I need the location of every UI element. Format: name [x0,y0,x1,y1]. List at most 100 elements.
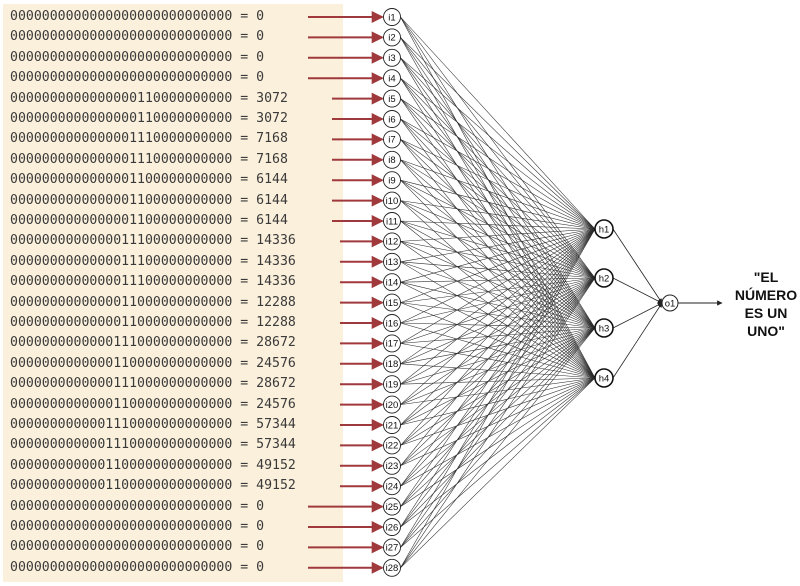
binary-row: 0000000000000000000000000000 = 0 [10,519,265,534]
edge-i4-h1 [400,77,596,230]
binary-row: 0000000000000110000000000000 = 24576 [10,355,296,371]
edge-i16-h3 [400,322,596,329]
edge-i5-h1 [400,98,596,230]
input-node-i14 [383,273,401,292]
binary-row: 0000000000000111000000000000 = 28672 [10,335,296,351]
edge-i17-h1 [400,228,596,344]
edge-i28-h3 [400,327,596,568]
edge-i2-h3 [400,37,596,329]
edge-i3-h3 [400,57,596,329]
edge-i20-h1 [400,228,596,405]
edge-i1-h2 [400,16,596,279]
input-node-i27 [383,538,401,557]
edge-i8-h1 [400,159,596,230]
input-node-i12 [383,232,401,251]
input-node-i19 [383,375,401,394]
hidden-node-label: h1 [599,225,610,236]
input-node-label: i20 [386,400,399,411]
edge-h2-o1 [612,277,663,304]
input-node-i26 [383,518,401,536]
edge-i22-h3 [400,327,596,446]
binary-row: 0000000000000011100000000000 = 14336 [10,253,296,269]
edge-i20-h2 [400,277,596,405]
edge-i4-h3 [400,78,596,329]
edge-i24-h3 [400,327,596,487]
input-node-i16 [383,314,401,332]
edge-i28-h1 [400,228,596,568]
input-node-i25 [383,497,401,516]
input-node-label: i24 [386,482,399,493]
binary-input-panel [3,4,343,582]
binary-row: 0000000000001100000000000000 = 49152 [10,478,296,494]
input-node-label: i22 [386,441,399,452]
input-node-label: i21 [386,420,399,431]
edge-i21-h1 [400,228,596,426]
edge-i11-h3 [400,220,596,329]
edge-i18-h3 [400,327,596,365]
edge-i19-h1 [400,228,596,385]
input-node-label: i6 [388,114,395,125]
binary-row: 0000000000000110000000000000 = 24576 [10,396,296,412]
edge-i26-h1 [400,228,596,528]
input-node-i20 [383,395,401,414]
edge-i7-h1 [400,139,596,230]
edge-i23-h2 [400,277,596,466]
edge-i27-h2 [400,277,596,548]
edge-i9-h1 [400,179,596,230]
edge-i13-h4 [400,261,596,379]
input-node-i2 [383,28,401,47]
input-hidden-edges [400,16,596,568]
edge-i27-h1 [400,228,596,548]
edge-i1-h3 [400,16,596,329]
input-node-label: i26 [386,522,399,533]
edge-i2-h1 [400,37,596,230]
edge-i25-h4 [400,377,596,507]
input-node-i10 [383,191,401,210]
edge-i15-h1 [400,228,596,303]
edge-i24-h2 [400,277,596,487]
binary-row: 0000000000000001100000000000 = 6144 [10,213,288,228]
binary-row: 0000000000000000000000000000 = 0 [10,29,265,45]
binary-row: 0000000000001110000000000000 = 57344 [10,417,296,432]
edge-i7-h4 [400,139,596,379]
edge-i7-h2 [400,139,596,279]
edge-i19-h4 [400,377,596,385]
edge-i18-h1 [400,228,596,365]
input-node-i6 [383,110,401,128]
edge-i28-h4 [400,377,596,568]
binary-row: 0000000000000011000000000000 = 12288 [10,315,296,330]
binary-row: 0000000000000000000000000000 = 0 [10,498,265,514]
edge-i10-h3 [400,200,596,329]
binary-row: 0000000000001100000000000000 = 49152 [10,457,296,473]
input-node-i5 [383,89,401,108]
input-node-label: i25 [386,502,399,513]
hidden-node-label: h2 [599,274,610,285]
edge-i10-h1 [400,200,596,230]
binary-row: 0000000000000111000000000000 = 28672 [10,376,296,392]
edge-i19-h2 [400,277,596,385]
input-node-label: i15 [386,298,399,309]
binary-row: 0000000000000000000000000000 = 0 [10,49,265,65]
edge-i22-h1 [400,228,596,446]
input-node-label: i19 [386,380,399,391]
edge-i5-h2 [400,98,596,279]
edge-h4-o1 [612,302,663,379]
edge-i24-h1 [400,228,596,487]
edge-i14-h4 [400,281,596,379]
edge-i5-h3 [400,98,596,329]
edge-i5-h4 [400,98,596,379]
edge-i9-h2 [400,179,596,279]
edge-i28-h2 [400,277,596,568]
edge-i24-h4 [400,377,596,487]
edge-i18-h2 [400,277,596,365]
edge-i8-h4 [400,159,596,379]
binary-row: 0000000000000000110000000000 = 3072 [10,111,288,126]
hidden-node-h2 [594,268,614,288]
edge-i20-h3 [400,327,596,405]
edge-i9-h3 [400,179,596,329]
binary-row: 0000000000000000000000000000 = 0 [10,539,265,555]
input-node-i3 [383,48,401,67]
input-node-i8 [383,150,401,169]
